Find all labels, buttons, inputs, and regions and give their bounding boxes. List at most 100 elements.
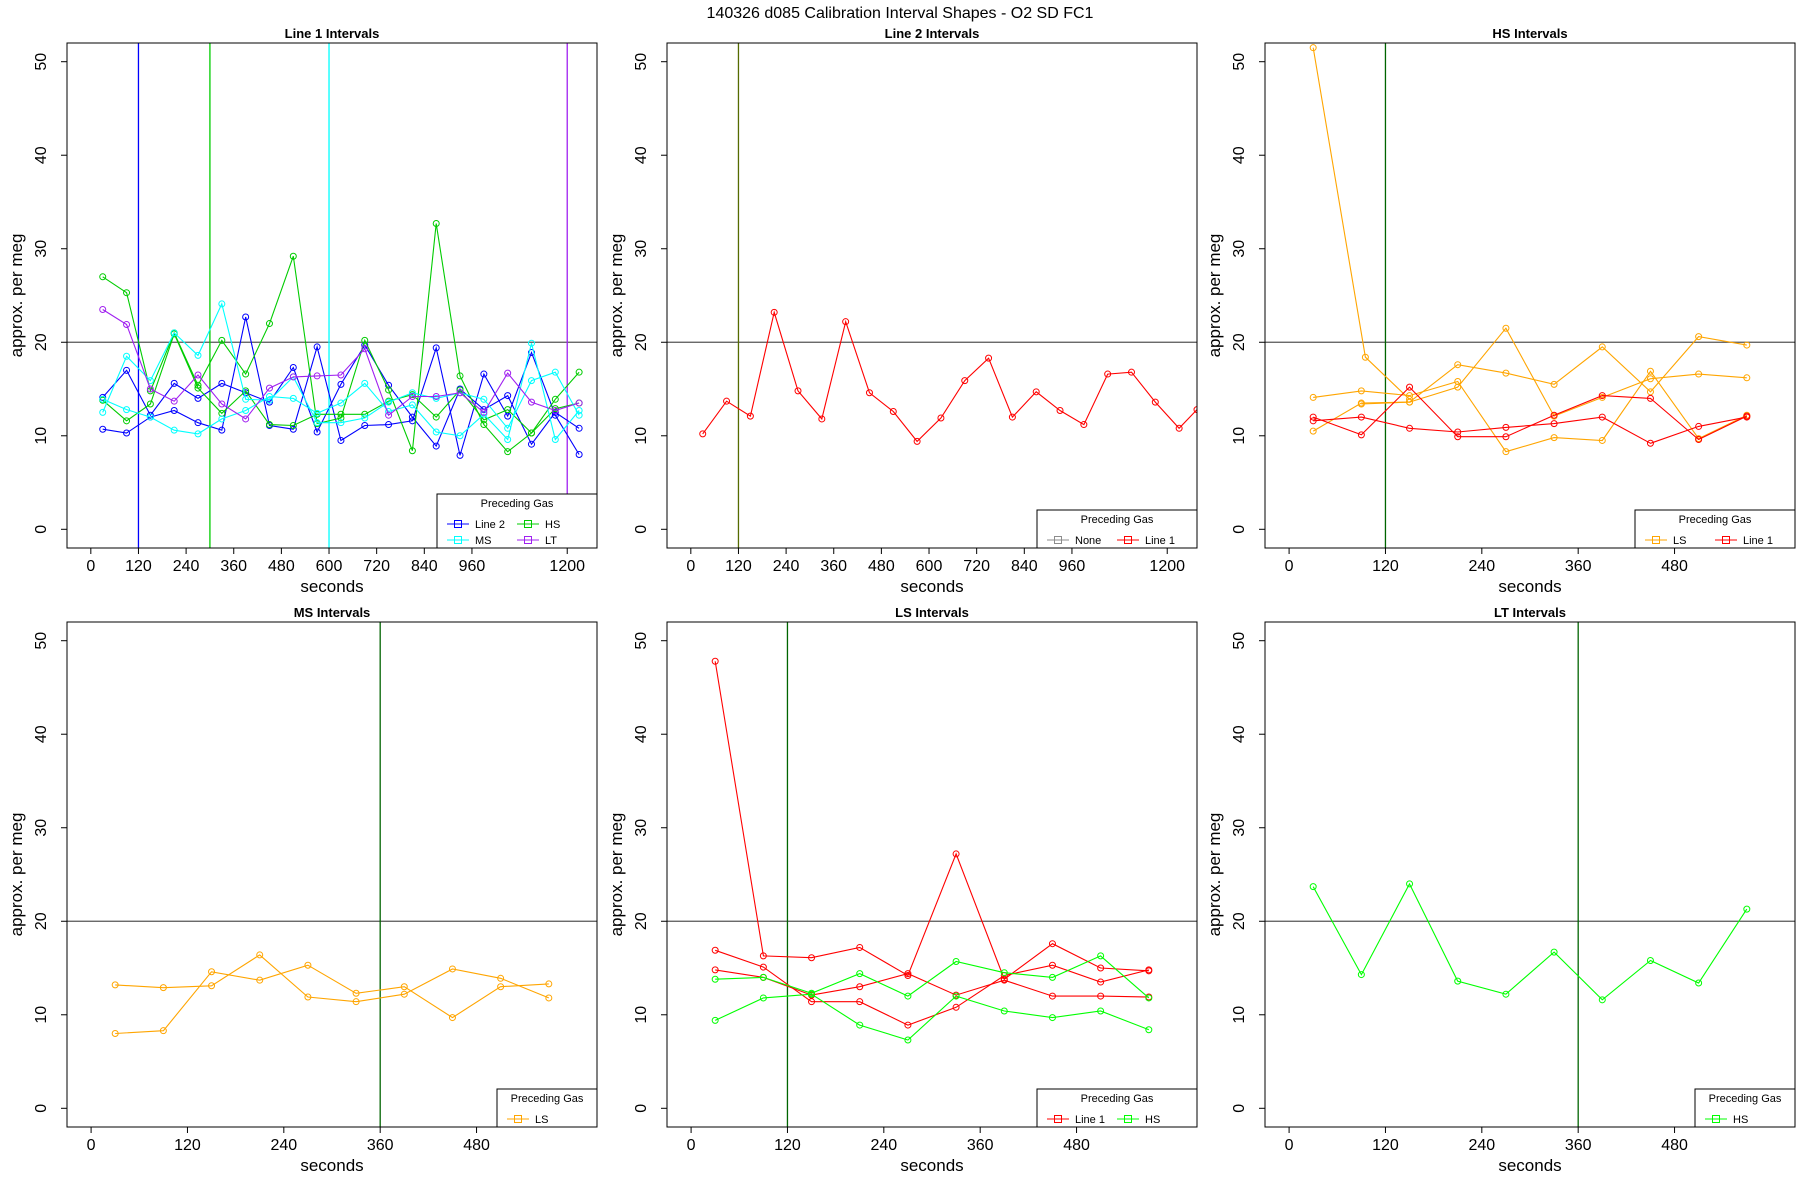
data-point (889, 407, 897, 415)
data-point (242, 407, 250, 415)
data-point (456, 372, 464, 380)
data-point (99, 408, 107, 416)
data-point (99, 425, 107, 433)
data-point (218, 415, 226, 423)
data-point (1743, 341, 1751, 349)
data-point (770, 308, 778, 316)
y-tick-label: 30 (33, 240, 50, 258)
series-line-ls (1313, 370, 1748, 453)
y-tick-label: 40 (633, 725, 650, 743)
data-point (313, 409, 321, 417)
data-point (794, 387, 802, 395)
data-point (337, 371, 345, 379)
x-tick-label: 600 (916, 558, 943, 575)
data-point (856, 943, 864, 951)
y-tick-label: 40 (33, 146, 50, 164)
x-tick-label: 840 (411, 558, 438, 575)
reference-lines (67, 622, 597, 1127)
data-point (313, 343, 321, 351)
data-point (111, 981, 119, 989)
y-tick-label: 50 (633, 53, 650, 71)
data-point (1454, 428, 1462, 436)
data-point (1550, 420, 1558, 428)
data-point (265, 396, 273, 404)
panel-title: Line 1 Intervals (285, 26, 380, 41)
reference-lines (667, 43, 1197, 548)
data-point (159, 984, 167, 992)
data-point (1454, 383, 1462, 391)
legend-box (1634, 509, 1796, 549)
data-point (904, 992, 912, 1000)
data-point (313, 419, 321, 427)
series-group (1309, 880, 1751, 1004)
data-point (952, 1003, 960, 1011)
legend-label: Line 1 (1743, 535, 1773, 547)
legend: Preceding Gas Line 1 HS (1036, 1088, 1198, 1128)
y-axis: 0 10 20 30 40 50 approx. per meg (7, 53, 68, 534)
x-tick-label: 480 (1661, 1137, 1688, 1154)
data-point (242, 370, 250, 378)
data-point (1145, 966, 1153, 974)
data-point (1646, 439, 1654, 447)
data-point (289, 394, 297, 402)
data-point (1550, 411, 1558, 419)
legend-label: HS (545, 519, 560, 531)
data-point (361, 414, 369, 422)
data-point (1502, 369, 1510, 377)
data-point (242, 313, 250, 321)
x-axis: 0 120 240 360 480 seconds (687, 1126, 1090, 1175)
data-point (432, 219, 440, 227)
series-line-ms (102, 343, 580, 441)
data-point (432, 442, 440, 450)
data-point (123, 366, 131, 374)
data-point (1406, 383, 1414, 391)
data-point (856, 970, 864, 978)
data-point (1056, 407, 1064, 415)
data-point (1646, 957, 1654, 965)
x-tick-label: 120 (1372, 1137, 1399, 1154)
data-point (575, 399, 583, 407)
x-tick-label: 360 (820, 558, 847, 575)
data-point (711, 946, 719, 954)
data-point (1357, 971, 1365, 979)
data-point (1048, 1014, 1056, 1022)
data-point (937, 414, 945, 422)
data-point (1550, 434, 1558, 442)
data-point (1646, 388, 1654, 396)
data-point (123, 429, 131, 437)
series-line-line-1 (715, 969, 1149, 998)
data-point (1048, 992, 1056, 1000)
series-line-line-1 (714, 661, 1149, 981)
y-tick-label: 20 (1231, 912, 1248, 930)
data-point (711, 1016, 719, 1024)
data-point (361, 379, 369, 387)
series-group (99, 219, 583, 459)
data-point (545, 980, 553, 988)
legend-box (436, 493, 598, 549)
data-point (1032, 388, 1040, 396)
data-point (432, 393, 440, 400)
y-axis: 0 10 20 30 40 50 approx. per meg (607, 53, 668, 534)
chart-panel-4: MS Intervals 0 120 240 360 480 seconds 0 10 20 30 4… (7, 605, 598, 1175)
data-point (527, 349, 535, 357)
chart-panel-3: HS Intervals 0 120 240 360 480 seconds 0 10 20 30 4… (1205, 26, 1796, 596)
y-tick-label: 40 (1231, 146, 1248, 164)
data-point (1193, 406, 1197, 414)
data-point (759, 973, 767, 981)
data-point (1048, 940, 1056, 948)
data-point (1097, 964, 1105, 972)
data-point (808, 954, 816, 962)
legend-box (1036, 509, 1198, 549)
data-point (337, 419, 345, 427)
y-axis-label: approx. per meg (7, 234, 26, 358)
legend-box (1036, 1088, 1198, 1128)
data-point (304, 993, 312, 1001)
data-point (146, 413, 154, 421)
legend-marker (1722, 536, 1730, 544)
data-point (1309, 393, 1317, 401)
data-point (361, 410, 369, 418)
data-point (504, 392, 512, 400)
series-line-ls (1361, 327, 1747, 417)
data-point (1598, 393, 1606, 401)
data-point (337, 414, 345, 422)
